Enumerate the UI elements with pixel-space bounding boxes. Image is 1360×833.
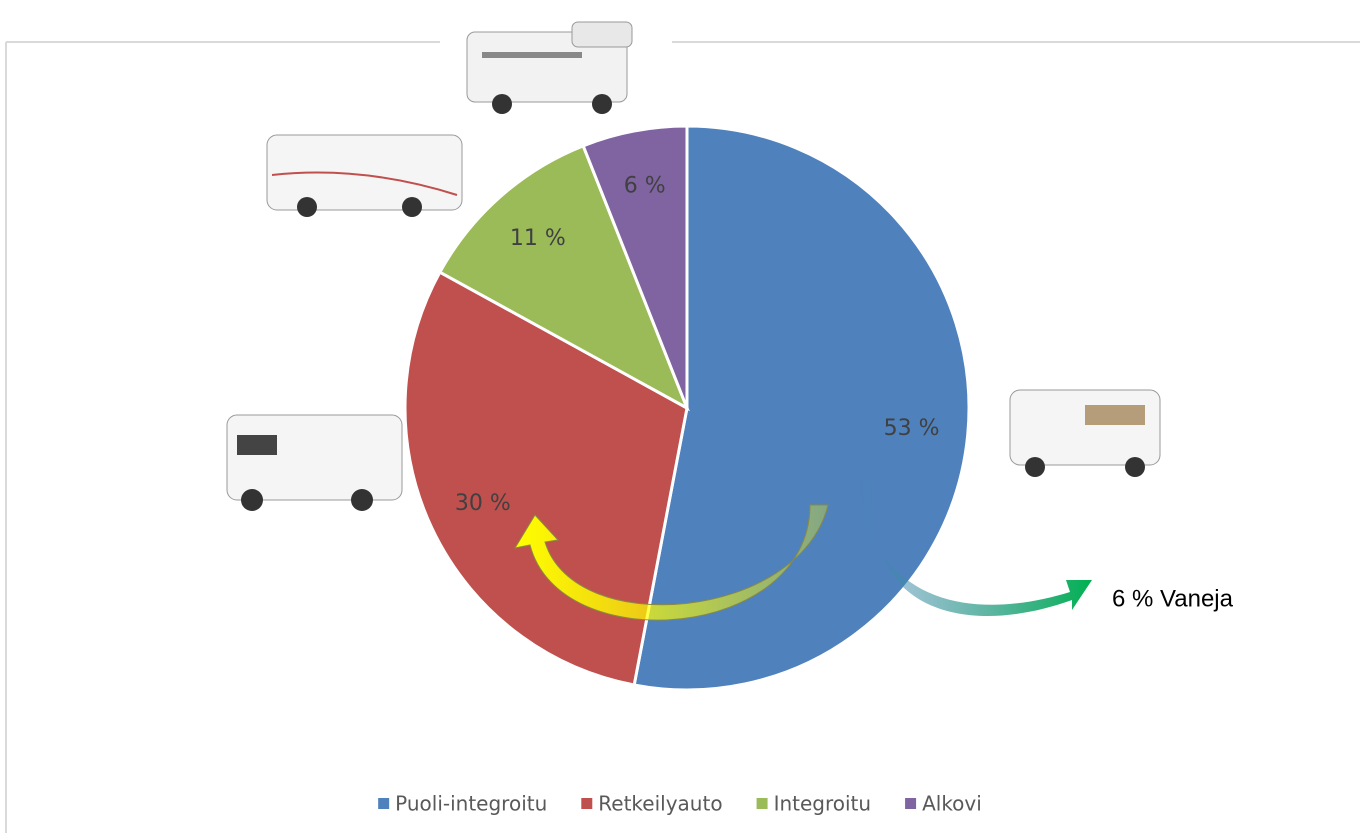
pie-slice (403, 270, 689, 687)
camper-image (266, 134, 463, 217)
legend-label: Alkovi (922, 792, 982, 816)
legend-marker (905, 798, 917, 809)
frame (5, 41, 1360, 833)
legend-marker (756, 798, 768, 809)
camper-image (226, 414, 403, 511)
legend: Puoli-integroitu Retkeilyauto Integroitu Al… (378, 792, 982, 816)
pie: 53 % 30 % 11 % 6 % (403, 124, 971, 692)
value-label: 11 % (510, 226, 566, 251)
pie-slice (581, 124, 689, 409)
legend-marker (378, 798, 390, 809)
arrow (513, 504, 829, 621)
pie-slice (437, 143, 690, 412)
annotation: 6 % Vaneja (1112, 585, 1234, 612)
legend-label: Integroitu (774, 792, 872, 816)
camper-image (1009, 389, 1161, 477)
legend-marker (581, 798, 593, 809)
camper-image (466, 21, 633, 114)
pie-slice (632, 124, 971, 692)
legend-label: Retkeilyauto (598, 792, 722, 816)
value-label: 6 % (624, 173, 666, 198)
value-label: 53 % (884, 416, 940, 441)
legend-label: Puoli-integroitu (395, 792, 547, 816)
value-label: 30 % (455, 491, 511, 516)
